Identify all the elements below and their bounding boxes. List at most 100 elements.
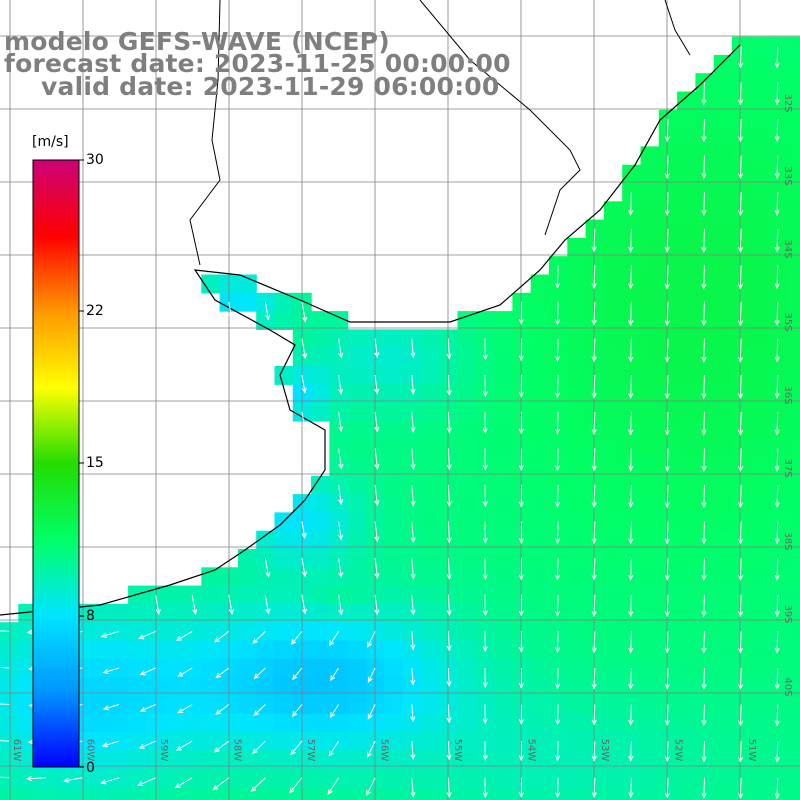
wind-arrow <box>774 594 780 618</box>
wind-arrow <box>518 777 525 798</box>
wind-cell <box>695 201 715 221</box>
wind-cell <box>603 420 623 440</box>
wind-cell <box>786 201 800 221</box>
wind-cell <box>786 347 800 367</box>
wind-cell <box>384 695 404 715</box>
wind-arrow <box>701 411 707 436</box>
wind-cell <box>201 732 221 751</box>
wind-cell <box>494 512 513 532</box>
wind-arrow <box>591 558 597 581</box>
wind-cell <box>567 494 587 513</box>
wind-cell <box>750 786 770 800</box>
wind-arrow <box>664 411 670 436</box>
wind-cell <box>201 658 221 678</box>
wind-cell <box>494 585 513 605</box>
wind-cell <box>750 512 770 532</box>
wind-arrow <box>701 594 707 618</box>
wind-arrow <box>591 667 597 690</box>
wind-cell <box>329 640 349 660</box>
wind-cell <box>347 695 367 715</box>
wind-arrow <box>446 777 452 799</box>
wind-cell <box>0 622 19 642</box>
wind-cell <box>713 768 733 788</box>
wind-arrow <box>251 740 266 755</box>
wind-cell <box>347 439 367 459</box>
wind-cell <box>677 567 696 587</box>
wind-cell <box>274 768 294 788</box>
wind-cell <box>18 658 38 678</box>
wind-cell <box>201 713 221 733</box>
wind-cell <box>585 750 605 770</box>
wind-cell <box>768 494 788 513</box>
wind-arrow <box>664 155 670 180</box>
wind-cell <box>237 658 257 678</box>
wind-cell <box>750 311 770 330</box>
wind-cell <box>237 622 257 642</box>
wind-arrow <box>374 558 380 580</box>
wind-arrow <box>228 594 234 615</box>
wind-cell <box>713 530 733 550</box>
wind-cell <box>384 713 404 733</box>
wind-cell <box>311 585 330 605</box>
wind-arrow <box>367 631 376 648</box>
wind-cell <box>36 786 56 800</box>
wind-cell <box>768 201 788 221</box>
wind-cell <box>640 530 660 550</box>
wind-cell <box>366 786 385 800</box>
wind-cell <box>530 530 550 550</box>
wind-cell <box>512 347 532 367</box>
wind-cell <box>384 439 404 459</box>
wind-arrow <box>701 777 707 799</box>
wind-cell <box>164 603 184 623</box>
wind-cell <box>603 347 623 367</box>
wind-cell <box>311 347 330 367</box>
wind-cell <box>384 732 404 751</box>
wind-cell <box>695 384 715 404</box>
wind-arrow <box>482 741 488 761</box>
wind-arrow <box>191 594 198 616</box>
wind-cell <box>713 366 733 385</box>
wind-cell <box>91 768 111 788</box>
wind-cell <box>567 549 587 568</box>
wind-arrow <box>482 667 488 689</box>
wind-cell <box>603 640 623 660</box>
wind-arrow <box>374 375 380 395</box>
wind-cell <box>786 439 800 459</box>
wind-arrow <box>328 740 340 757</box>
border-line <box>419 0 581 236</box>
wind-cell <box>494 530 513 550</box>
wind-cell <box>786 146 800 166</box>
wind-cell <box>640 786 660 800</box>
wind-cell <box>366 640 385 660</box>
wind-cell <box>530 457 550 477</box>
latitude-label: 40S <box>782 677 793 696</box>
wind-cell <box>713 311 733 330</box>
wind-cell <box>713 622 733 642</box>
wind-cell <box>18 732 38 751</box>
wind-cell <box>183 677 202 696</box>
wind-cell <box>347 658 367 678</box>
wind-arrow <box>555 741 561 762</box>
wind-arrow <box>554 558 561 581</box>
wind-cell <box>549 311 568 330</box>
wind-cell <box>274 750 294 770</box>
wind-cell <box>567 768 587 788</box>
wind-cell <box>530 402 550 422</box>
wind-cell <box>658 530 678 550</box>
wind-cell <box>549 750 568 770</box>
wind-arrow <box>628 741 634 762</box>
wind-cell <box>256 768 276 788</box>
wind-cell <box>750 54 770 74</box>
wind-cell <box>329 457 349 477</box>
wind-cell <box>786 164 800 184</box>
wind-arrow <box>253 704 266 717</box>
wind-cell <box>695 274 715 294</box>
wind-cell <box>457 750 477 770</box>
wind-arrow <box>482 777 488 799</box>
wind-cell <box>91 713 111 733</box>
wind-cell <box>732 237 751 257</box>
wind-cell <box>494 713 513 733</box>
wind-cell <box>750 237 770 257</box>
